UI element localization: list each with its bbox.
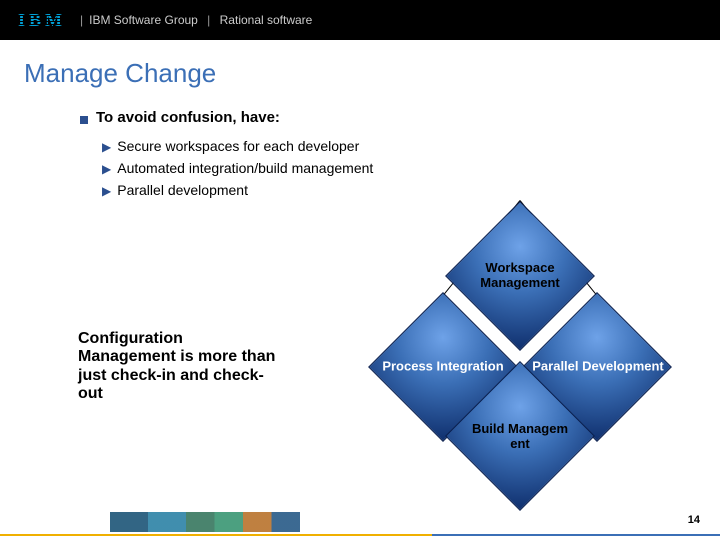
diagram-label-top: Workspace Management <box>450 261 590 291</box>
page-title: Manage Change <box>24 58 720 89</box>
list-item: ▶ Automated integration/build management <box>102 160 720 176</box>
lower-region: Configuration Management is more than ju… <box>0 275 720 475</box>
ibm-logo-text: IBM <box>18 10 66 30</box>
footer: 14 <box>0 512 720 540</box>
square-bullet-icon <box>80 116 88 124</box>
header-divider-icon: | <box>80 13 83 27</box>
list-item: ▶ Parallel development <box>102 182 720 198</box>
arrow-bullet-icon: ▶ <box>102 162 111 176</box>
list-item-text: Automated integration/build management <box>117 160 373 176</box>
bullet-lead: To avoid confusion, have: <box>80 109 720 126</box>
header-bar: IBM | IBM Software Group | Rational soft… <box>0 0 720 40</box>
diagram-label-left: Process Integration <box>373 360 513 375</box>
header-product: Rational software <box>220 13 313 27</box>
footer-art-icon <box>110 512 300 532</box>
page-number: 14 <box>688 514 700 526</box>
header-divider-icon: | <box>204 13 214 27</box>
list-item: ▶ Secure workspaces for each developer <box>102 138 720 154</box>
callout-text: Configuration Management is more than ju… <box>78 330 283 404</box>
diagram-label-bottom: Build Managem ent <box>470 422 570 452</box>
ibm-logo: IBM <box>18 10 66 31</box>
diagram-label-right: Parallel Development <box>528 360 668 375</box>
footer-divider <box>0 534 720 536</box>
header-group: IBM Software Group <box>89 13 198 27</box>
arrow-bullet-icon: ▶ <box>102 140 111 154</box>
list-item-text: Secure workspaces for each developer <box>117 138 359 154</box>
diamond-diagram: Workspace Management Process Integration… <box>370 245 670 489</box>
slide: IBM | IBM Software Group | Rational soft… <box>0 0 720 540</box>
arrow-bullet-icon: ▶ <box>102 184 111 198</box>
bullet-lead-text: To avoid confusion, have: <box>96 109 280 126</box>
list-item-text: Parallel development <box>117 182 248 198</box>
content-block: To avoid confusion, have: ▶ Secure works… <box>80 109 720 198</box>
